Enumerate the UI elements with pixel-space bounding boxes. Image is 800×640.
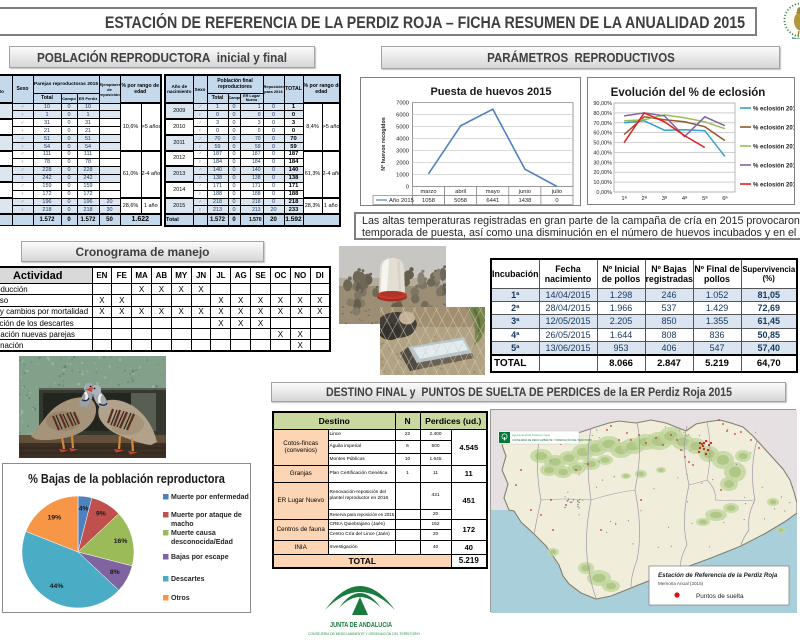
svg-text:1ª: 1ª [621, 195, 627, 202]
svg-text:4%: 4% [79, 505, 89, 512]
svg-text:9%: 9% [96, 510, 106, 517]
svg-text:6000: 6000 [396, 113, 409, 119]
svg-text:mayo: mayo [486, 189, 500, 195]
svg-text:60,00%: 60,00% [593, 131, 612, 137]
svg-text:Año 2015: Año 2015 [389, 198, 414, 204]
svg-text:4000: 4000 [396, 137, 409, 143]
svg-text:8%: 8% [110, 569, 120, 576]
svg-text:marzo: marzo [420, 189, 436, 195]
svg-text:julio: julio [551, 189, 562, 195]
svg-text:7000: 7000 [396, 101, 409, 107]
svg-text:Muerte por ataque de: Muerte por ataque de [171, 512, 242, 519]
svg-text:Muerte por enfermedad: Muerte por enfermedad [171, 494, 249, 501]
svg-text:CONSEJERÍA DE MEDIO AMBIENTE Y: CONSEJERÍA DE MEDIO AMBIENTE Y ORDENACIÓ… [308, 631, 420, 636]
svg-text:50,00%: 50,00% [593, 141, 612, 147]
svg-text:5000: 5000 [396, 125, 409, 131]
svg-text:20,00%: 20,00% [593, 170, 612, 176]
svg-text:80,00%: 80,00% [593, 111, 612, 117]
svg-text:2000: 2000 [396, 161, 409, 167]
svg-text:44%: 44% [50, 583, 64, 590]
svg-text:5ª: 5ª [702, 195, 708, 202]
svg-text:16%: 16% [114, 538, 128, 545]
svg-text:40,00%: 40,00% [593, 150, 612, 156]
svg-text:5058: 5058 [454, 198, 467, 204]
svg-text:Nº huevos recogidos: Nº huevos recogidos [381, 117, 387, 171]
svg-text:0: 0 [555, 198, 558, 204]
svg-text:JUNTA DE ANDALUCIA: JUNTA DE ANDALUCIA [330, 620, 392, 629]
svg-text:19%: 19% [48, 514, 62, 521]
svg-text:6441: 6441 [486, 198, 499, 204]
svg-text:% eclosión 2014: % eclosión 2014 [753, 163, 794, 169]
svg-text:3ª: 3ª [662, 195, 668, 202]
svg-text:1058: 1058 [422, 198, 435, 204]
svg-text:Estación de Referencia de la P: Estación de Referencia de la Perdiz Roja [658, 572, 778, 579]
svg-text:% eclosión 2015: % eclosión 2015 [753, 182, 794, 188]
svg-text:% eclosión 2013: % eclosión 2013 [753, 144, 794, 150]
svg-text:1438: 1438 [518, 198, 531, 204]
svg-text:Muerte causa: Muerte causa [171, 530, 216, 537]
svg-text:30,00%: 30,00% [593, 160, 612, 166]
svg-text:desconocida/Edad: desconocida/Edad [171, 539, 233, 546]
svg-text:70,00%: 70,00% [593, 121, 612, 127]
svg-text:abril: abril [455, 189, 466, 195]
svg-text:6ª: 6ª [722, 195, 728, 202]
svg-text:Descartes: Descartes [171, 576, 205, 583]
svg-text:Evolución del % de eclosión: Evolución del % de eclosión [611, 87, 766, 99]
svg-text:Otros: Otros [171, 595, 190, 602]
svg-text:Agencia de Medio Ambiente y Ag: Agencia de Medio Ambiente y Agua [512, 434, 550, 437]
svg-text:CONSEJERÍA DE MEDIO AMBIENTE Y: CONSEJERÍA DE MEDIO AMBIENTE Y ORDENACIÓ… [512, 439, 592, 442]
svg-text:Puntos de suelta: Puntos de suelta [696, 593, 744, 600]
svg-text:junio: junio [518, 189, 531, 195]
svg-text:% eclosión 2011: % eclosión 2011 [753, 106, 794, 112]
svg-text:1000: 1000 [396, 173, 409, 179]
svg-text:macho: macho [171, 521, 194, 528]
svg-text:Puesta de huevos 2015: Puesta de huevos 2015 [430, 86, 551, 98]
svg-text:4ª: 4ª [682, 195, 688, 202]
svg-text:% eclosión 2012: % eclosión 2012 [753, 125, 794, 131]
svg-text:0: 0 [406, 185, 409, 191]
svg-text:Memoria Anual (2015): Memoria Anual (2015) [658, 581, 704, 586]
svg-text:Bajas por escape: Bajas por escape [171, 554, 229, 561]
svg-text:0,00%: 0,00% [596, 190, 612, 196]
svg-text:10,00%: 10,00% [593, 180, 612, 186]
svg-text:3000: 3000 [396, 149, 409, 155]
svg-text:2ª: 2ª [642, 195, 648, 202]
svg-text:90,00%: 90,00% [593, 101, 612, 107]
